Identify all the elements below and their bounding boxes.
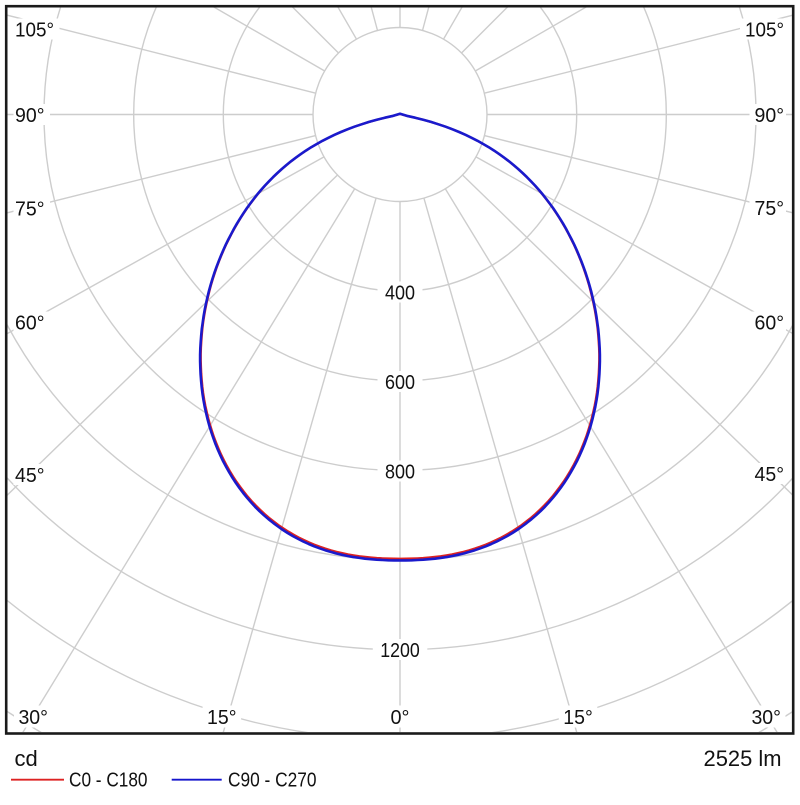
svg-text:cd: cd [15, 746, 38, 771]
svg-text:45°: 45° [15, 464, 45, 487]
svg-text:0°: 0° [391, 706, 410, 729]
svg-text:60°: 60° [755, 312, 785, 335]
svg-text:75°: 75° [15, 198, 45, 221]
svg-text:90°: 90° [15, 104, 45, 127]
svg-text:2525 lm: 2525 lm [704, 746, 782, 771]
svg-text:45°: 45° [755, 463, 785, 486]
svg-text:30°: 30° [751, 706, 781, 729]
svg-text:C0 - C180: C0 - C180 [69, 769, 148, 792]
svg-text:90°: 90° [755, 104, 785, 127]
svg-text:C90 - C270: C90 - C270 [228, 769, 317, 792]
svg-text:15°: 15° [207, 706, 237, 729]
svg-text:30°: 30° [18, 706, 48, 729]
svg-text:600: 600 [385, 371, 415, 394]
svg-text:105°: 105° [745, 19, 784, 42]
svg-text:15°: 15° [563, 706, 593, 729]
svg-text:75°: 75° [755, 197, 785, 220]
svg-text:105°: 105° [15, 19, 54, 42]
svg-text:400: 400 [385, 282, 415, 305]
svg-text:1200: 1200 [380, 639, 420, 662]
svg-text:60°: 60° [15, 312, 45, 335]
svg-text:800: 800 [385, 461, 415, 484]
